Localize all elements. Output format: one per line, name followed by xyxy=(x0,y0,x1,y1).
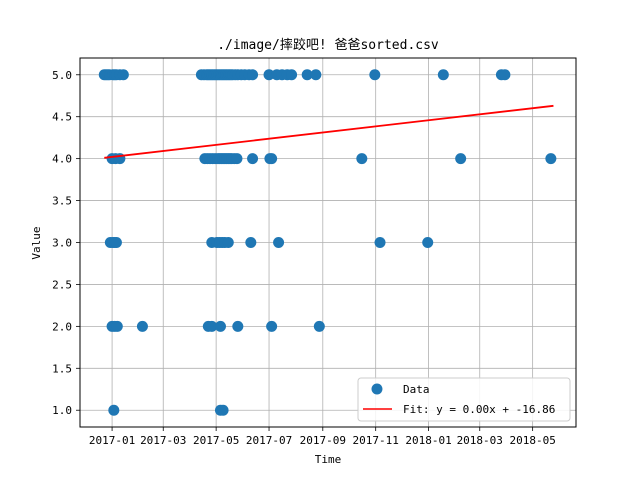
x-tick-label: 2018-05 xyxy=(509,434,555,447)
y-axis-label: Value xyxy=(30,226,43,259)
y-tick-label: 4.0 xyxy=(52,153,72,166)
y-tick-label: 3.5 xyxy=(52,195,72,208)
plot-area xyxy=(98,69,557,416)
data-point xyxy=(313,320,325,332)
data-point xyxy=(247,69,259,81)
data-point xyxy=(286,69,298,81)
x-tick-label: 2017-07 xyxy=(246,434,292,447)
data-point xyxy=(301,69,313,81)
y-tick-label: 2.0 xyxy=(52,320,72,333)
x-tick-label: 2017-05 xyxy=(193,434,239,447)
x-tick-label: 2017-11 xyxy=(353,434,399,447)
data-point xyxy=(222,237,234,248)
fit-line xyxy=(104,104,554,159)
x-tick-label: 2018-01 xyxy=(405,434,451,447)
data-point xyxy=(422,237,434,248)
x-tick-label: 2018-03 xyxy=(457,434,503,447)
data-point xyxy=(499,69,511,81)
y-tick-label: 1.0 xyxy=(52,404,72,417)
data-point xyxy=(217,404,229,416)
data-point xyxy=(231,153,243,165)
data-point xyxy=(273,237,285,248)
data-point xyxy=(247,153,259,165)
y-tick-label: 3.0 xyxy=(52,237,72,250)
data-point xyxy=(437,69,449,81)
data-point xyxy=(214,320,226,332)
y-tick-label: 2.5 xyxy=(52,278,72,291)
data-point xyxy=(266,320,278,332)
data-point xyxy=(117,69,129,81)
y-tick-label: 1.5 xyxy=(52,362,72,375)
legend-label-data: Data xyxy=(403,383,430,396)
x-tick-label: 2017-03 xyxy=(140,434,186,447)
data-point xyxy=(232,320,244,332)
x-tick-label: 2017-01 xyxy=(89,434,135,447)
data-point xyxy=(545,153,557,165)
legend: Data Fit: y = 0.00x + -16.86 xyxy=(357,377,571,422)
data-point xyxy=(266,153,278,165)
data-point xyxy=(374,237,386,248)
data-point xyxy=(455,153,467,165)
data-point xyxy=(108,404,120,416)
data-point xyxy=(111,320,123,332)
data-point xyxy=(369,69,381,81)
data-point xyxy=(136,320,148,332)
axis-ticks: 2017-01 2017-03 2017-05 2017-07 2017-09 2017-… xyxy=(52,69,556,447)
y-tick-label: 5.0 xyxy=(52,69,72,82)
data-point xyxy=(263,69,275,81)
legend-label-fit: Fit: y = 0.00x + -16.86 xyxy=(403,403,555,416)
y-tick-label: 4.5 xyxy=(52,111,72,124)
chart-title: ./image/摔跤吧! 爸爸sorted.csv xyxy=(217,37,439,53)
x-tick-label: 2017-09 xyxy=(300,434,346,447)
data-point xyxy=(206,320,218,332)
x-axis-label: Time xyxy=(315,453,342,466)
legend-marker-data xyxy=(371,383,383,395)
data-point xyxy=(356,153,368,165)
legend-box xyxy=(357,377,571,422)
data-point xyxy=(245,237,257,248)
data-point xyxy=(310,69,322,81)
data-point xyxy=(110,237,122,248)
